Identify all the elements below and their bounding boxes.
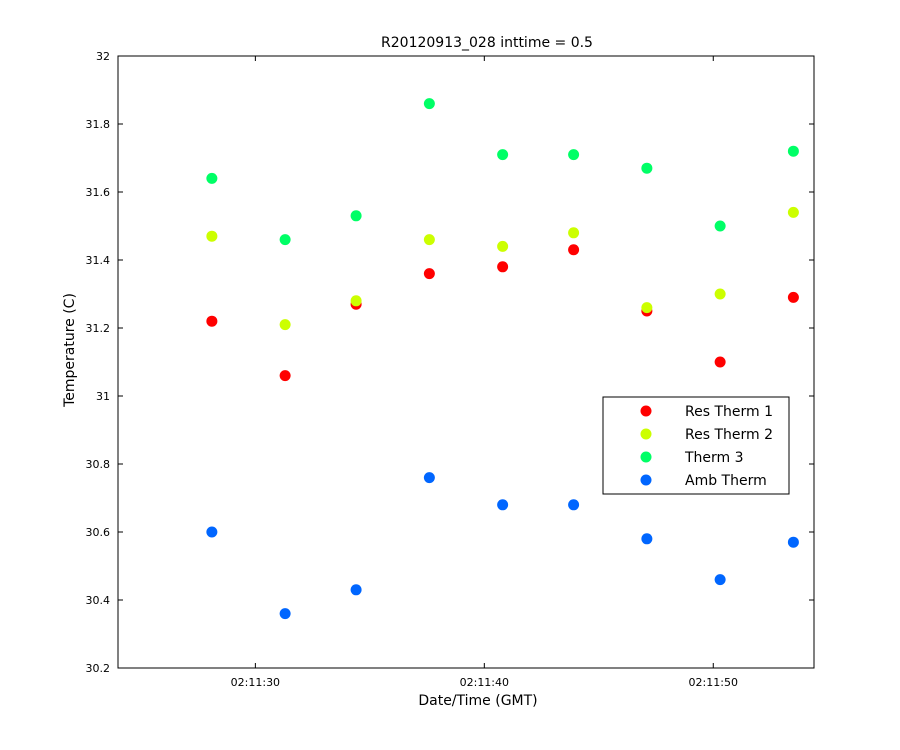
data-point-res-therm-1 xyxy=(787,291,799,303)
legend-label-amb-therm: Amb Therm xyxy=(685,473,767,489)
y-tick-label: 30.4 xyxy=(86,594,111,607)
x-tick-label: 02:11:40 xyxy=(460,676,509,689)
data-point-therm-3 xyxy=(279,234,291,246)
data-point-res-therm-1 xyxy=(568,244,580,256)
x-tick-label: 02:11:50 xyxy=(689,676,738,689)
legend-label-therm-3: Therm 3 xyxy=(684,450,744,466)
plot-area xyxy=(117,55,815,669)
data-point-amb-therm xyxy=(350,584,362,596)
x-axis-label: Date/Time (GMT) xyxy=(418,693,537,709)
data-point-res-therm-1 xyxy=(423,268,435,280)
data-points xyxy=(206,98,799,620)
y-tick-label: 30.2 xyxy=(86,662,111,675)
y-tick-label: 31.2 xyxy=(86,322,111,335)
data-point-amb-therm xyxy=(568,499,580,511)
data-point-therm-3 xyxy=(568,149,580,161)
data-point-res-therm-2 xyxy=(641,302,653,314)
data-point-amb-therm xyxy=(497,499,509,511)
data-point-amb-therm xyxy=(423,472,435,484)
data-point-res-therm-1 xyxy=(206,315,218,327)
legend-box xyxy=(602,396,790,495)
data-point-res-therm-2 xyxy=(350,295,362,307)
legend-marker-res-therm-2 xyxy=(640,428,652,440)
legend-marker-res-therm-1 xyxy=(640,405,652,417)
data-point-therm-3 xyxy=(497,149,509,161)
data-point-therm-3 xyxy=(714,220,726,232)
y-tick-label: 32 xyxy=(96,50,110,63)
legend-marker-therm-3 xyxy=(640,451,652,463)
data-point-amb-therm xyxy=(206,526,218,538)
data-point-res-therm-2 xyxy=(787,206,799,218)
data-point-therm-3 xyxy=(787,145,799,157)
data-point-res-therm-1 xyxy=(714,356,726,368)
data-point-amb-therm xyxy=(641,533,653,545)
data-point-res-therm-2 xyxy=(206,230,218,242)
y-tick-label: 31.8 xyxy=(86,118,111,131)
y-tick-label: 30.6 xyxy=(86,526,111,539)
data-point-therm-3 xyxy=(641,162,653,174)
y-tick-label: 31 xyxy=(96,390,110,403)
legend-label-res-therm-2: Res Therm 2 xyxy=(685,427,773,443)
x-tick-label: 02:11:30 xyxy=(231,676,280,689)
y-tick-label: 31.4 xyxy=(86,254,111,267)
data-point-res-therm-1 xyxy=(497,261,509,273)
data-point-res-therm-2 xyxy=(497,240,509,252)
data-point-therm-3 xyxy=(206,172,218,184)
y-tick-label: 30.8 xyxy=(86,458,111,471)
data-point-therm-3 xyxy=(423,98,435,110)
data-point-therm-3 xyxy=(350,210,362,222)
legend: Res Therm 1 Res Therm 2 Therm 3 Amb Therm xyxy=(602,396,790,495)
legend-label-res-therm-1: Res Therm 1 xyxy=(685,404,773,420)
y-tick-label: 31.6 xyxy=(86,186,111,199)
y-axis: 30.2 30.4 30.6 30.8 31 31.2 31.4 31.6 31.8 32 xyxy=(86,50,814,675)
x-axis: 02:11:30 02:11:40 02:11:50 xyxy=(231,56,738,689)
y-axis-label: Temperature (C) xyxy=(62,293,78,408)
data-point-res-therm-2 xyxy=(568,227,580,239)
data-point-amb-therm xyxy=(787,536,799,548)
data-point-amb-therm xyxy=(279,608,291,620)
data-point-res-therm-1 xyxy=(279,370,291,382)
chart-title: R20120913_028 inttime = 0.5 xyxy=(381,35,593,51)
data-point-res-therm-2 xyxy=(279,319,291,331)
data-point-res-therm-2 xyxy=(714,288,726,300)
data-point-res-therm-2 xyxy=(423,234,435,246)
legend-marker-amb-therm xyxy=(640,474,652,486)
data-point-amb-therm xyxy=(714,574,726,586)
